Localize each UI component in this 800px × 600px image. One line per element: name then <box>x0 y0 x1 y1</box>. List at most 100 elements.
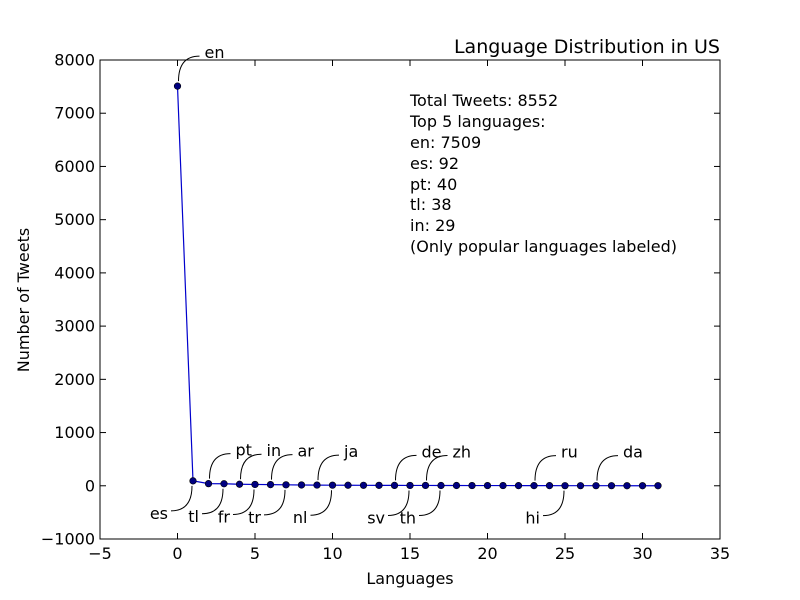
y-tick-label: 3000 <box>54 317 95 336</box>
annotation-leader <box>310 490 332 516</box>
data-point <box>406 481 414 490</box>
annotation-label-da: da <box>623 443 643 462</box>
axis-tick-labels: −5 0 5 10 15 20 25 30 35 −1000 0 1000 2000 3000 4000 50… <box>41 51 730 564</box>
annotation-label-de: de <box>422 442 442 461</box>
plot-frame <box>99 59 721 540</box>
data-point <box>499 481 507 490</box>
data-point <box>375 481 383 489</box>
annotation-label-en: en <box>205 43 225 62</box>
annotation-leader <box>178 55 200 82</box>
data-point <box>592 482 600 490</box>
y-axis-label: Number of Tweets <box>14 228 33 372</box>
y-tick-label: 8000 <box>54 51 95 70</box>
annotation-leader <box>418 490 441 517</box>
annotation-leader <box>170 485 193 512</box>
data-point <box>390 481 399 490</box>
y-tick-label: 4000 <box>54 263 95 282</box>
annotation-label-nl: nl <box>293 508 308 527</box>
stats-line: tl: 38 <box>410 195 452 214</box>
data-point <box>468 481 476 490</box>
annotation-label-hi: hi <box>525 509 540 528</box>
stats-line: pt: 40 <box>410 175 457 194</box>
chart-title: Language Distribution in US <box>454 36 720 58</box>
data-point <box>204 480 213 488</box>
annotation-leader <box>395 454 417 481</box>
annotation-leader <box>240 453 262 480</box>
data-point <box>514 482 523 490</box>
annotation-leader <box>271 454 293 480</box>
data-point <box>282 481 290 489</box>
annotation-leader <box>387 490 410 516</box>
y-tick-label: 7000 <box>54 104 95 123</box>
annotation-label-es: es <box>150 504 168 523</box>
data-point <box>328 481 337 489</box>
data-point <box>173 82 182 90</box>
annotation-label-tr: tr <box>248 508 261 527</box>
x-tick-label: 15 <box>400 544 420 563</box>
data-point <box>266 481 275 489</box>
data-point <box>561 482 569 490</box>
annotation-leader <box>426 454 448 481</box>
data-point <box>452 481 461 490</box>
data-point <box>359 481 368 489</box>
series-layer <box>173 82 662 490</box>
x-tick-label: 25 <box>555 544 575 563</box>
annotation-leader <box>232 489 255 515</box>
annotation-leader <box>201 488 224 515</box>
x-axis-label: Languages <box>366 569 453 588</box>
data-point <box>297 481 306 489</box>
data-point <box>220 480 228 488</box>
stats-line: in: 29 <box>410 216 455 235</box>
x-tick-label: 30 <box>632 544 652 563</box>
data-point <box>545 482 554 490</box>
y-tick-label: 5000 <box>54 210 95 229</box>
x-tick-label: −5 <box>88 544 112 563</box>
annotation-label-tl: tl <box>188 507 199 526</box>
annotation-leader <box>534 455 557 481</box>
data-point <box>235 480 244 488</box>
y-tick-label: 1000 <box>54 423 95 442</box>
plot-area <box>100 60 720 539</box>
annotation-label-ru: ru <box>561 443 578 462</box>
y-tick-label: 6000 <box>54 157 95 176</box>
data-point <box>638 482 647 490</box>
annotation-leader <box>263 489 286 516</box>
x-tick-label: 0 <box>172 544 182 563</box>
y-tick-label: 2000 <box>54 370 95 389</box>
y-tick-label: −1000 <box>41 530 95 549</box>
x-tick-label: 35 <box>710 544 730 563</box>
x-tick-label: 20 <box>477 544 497 563</box>
data-point <box>437 481 445 490</box>
data-point <box>251 480 259 489</box>
data-point <box>344 481 352 489</box>
x-tick-label: 10 <box>322 544 342 563</box>
data-point <box>421 481 430 490</box>
data-point <box>654 482 662 490</box>
data-point <box>313 481 321 489</box>
data-point <box>189 477 197 485</box>
annotation-leader <box>542 490 565 517</box>
annotation-label-fr: fr <box>218 507 231 526</box>
stats-line: es: 92 <box>410 154 459 173</box>
y-tick-label: 0 <box>85 476 95 495</box>
stats-line: Total Tweets: 8552 <box>409 91 558 110</box>
annotation-label-in: in <box>267 441 282 460</box>
annotations-layer: en es pt tl in fr ar tr ja nl de sv zh th ru hi da <box>150 43 643 528</box>
annotation-label-sv: sv <box>367 508 385 527</box>
stats-text-box: Total Tweets: 8552 Top 5 languages: en: … <box>409 91 677 256</box>
data-point <box>623 482 631 490</box>
x-tick-label: 5 <box>250 544 260 563</box>
stats-line: en: 7509 <box>410 133 481 152</box>
annotation-label-zh: zh <box>453 442 472 461</box>
annotation-leader <box>209 453 231 479</box>
annotation-leader <box>596 455 619 481</box>
data-point <box>483 481 492 490</box>
stats-line: Top 5 languages: <box>409 112 546 131</box>
stats-line: (Only popular languages labeled) <box>410 237 677 256</box>
annotation-label-th: th <box>400 509 416 528</box>
annotation-label-ja: ja <box>343 442 358 461</box>
data-point <box>530 482 538 490</box>
data-point <box>607 482 616 490</box>
annotation-leader <box>317 454 340 481</box>
